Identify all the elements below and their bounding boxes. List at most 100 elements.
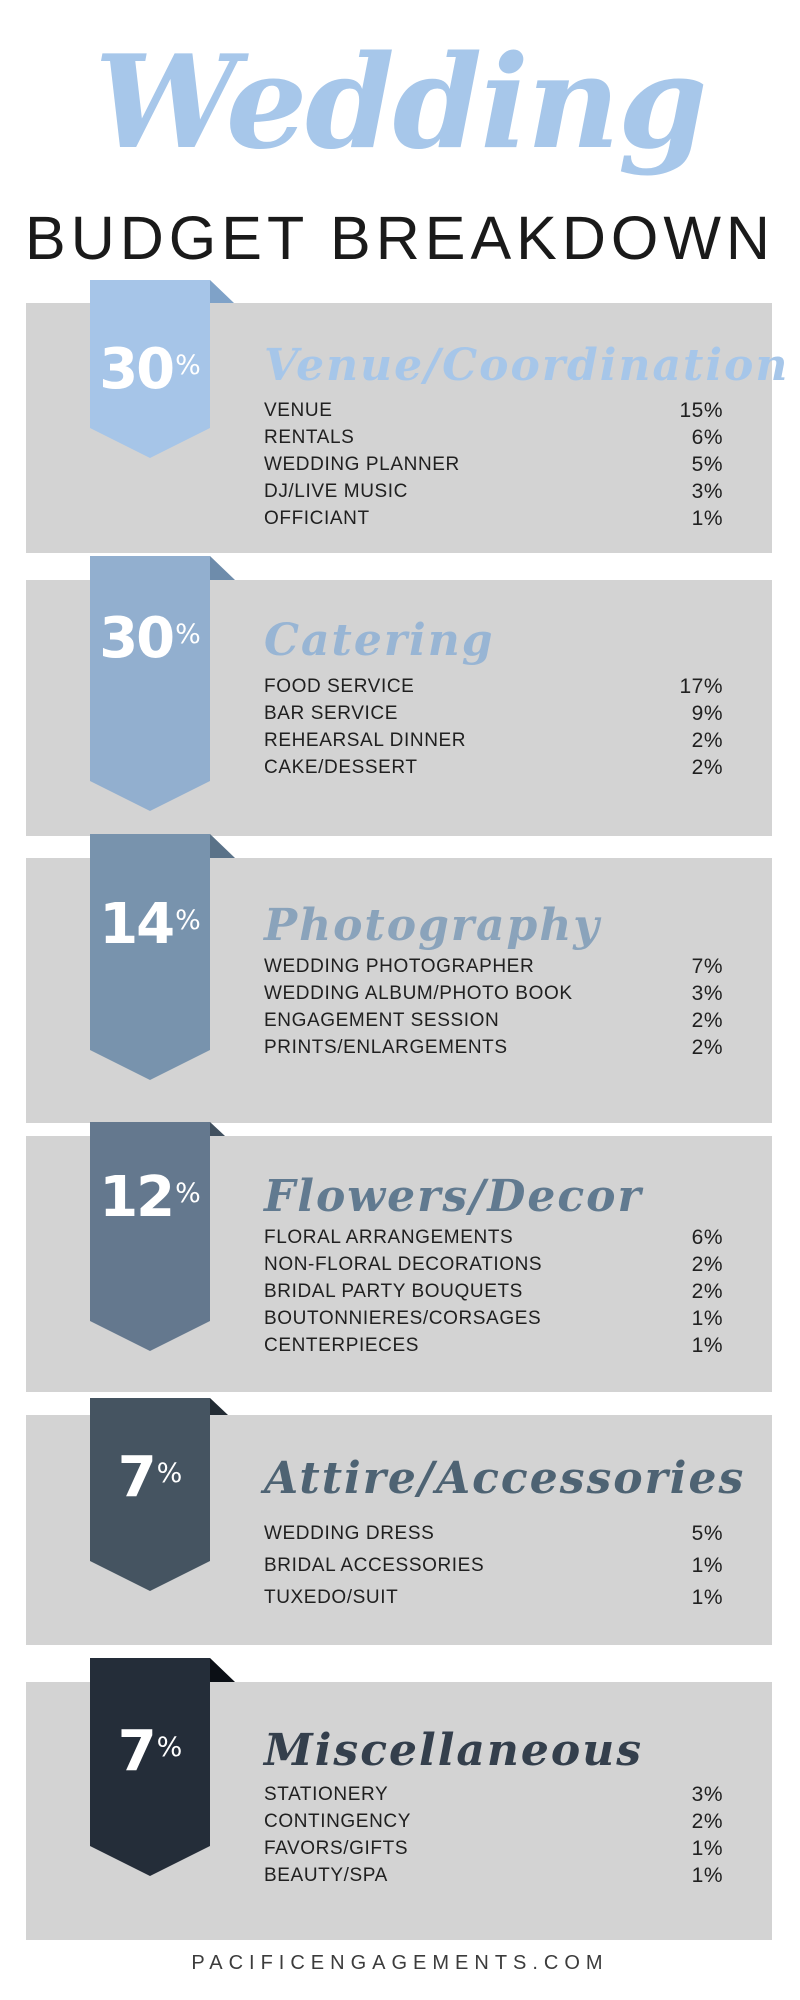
item-label: FLORAL ARRANGEMENTS <box>264 1226 514 1248</box>
item-value: 1% <box>691 1333 723 1357</box>
percent-value: 7% <box>90 1444 210 1508</box>
item-value: 7% <box>691 954 723 978</box>
item-value: 3% <box>691 981 723 1005</box>
item-value: 1% <box>691 1306 723 1330</box>
item-label: TUXEDO/SUIT <box>264 1587 399 1608</box>
ribbon-fold <box>210 1658 235 1682</box>
percent-sign: % <box>175 1178 201 1209</box>
item-value: 9% <box>691 701 723 725</box>
budget-item-row: VENUE 15% <box>264 397 723 424</box>
percent-sign: % <box>156 1458 183 1489</box>
item-label: FAVORS/GIFTS <box>264 1837 409 1859</box>
item-value: 5% <box>691 1522 723 1545</box>
main-title: BUDGET BREAKDOWN <box>25 204 775 272</box>
item-list: WEDDING DRESS 5% BRIDAL ACCESSORIES 1% TUXED… <box>264 1518 723 1614</box>
ribbon-fold <box>210 280 234 303</box>
item-list: STATIONERY 3% CONTINGENCY 2% FAVORS/GIFTS 1% B… <box>264 1781 723 1889</box>
item-label: BRIDAL ACCESSORIES <box>264 1555 485 1576</box>
item-value: 1% <box>691 1863 723 1887</box>
item-label: STATIONERY <box>264 1783 389 1805</box>
budget-item-row: BAR SERVICE 9% <box>264 700 723 727</box>
item-value: 5% <box>691 452 723 476</box>
item-list: VENUE 15% RENTALS 6% WEDDING PLANNER 5% DJ/LIV… <box>264 397 723 532</box>
budget-item-row: WEDDING DRESS 5% <box>264 1518 723 1550</box>
item-label: WEDDING PHOTOGRAPHER <box>264 955 535 977</box>
item-value: 3% <box>691 479 723 503</box>
percent-sign: % <box>175 619 201 650</box>
budget-item-row: WEDDING PHOTOGRAPHER 7% <box>264 953 723 980</box>
percent-number: 30 <box>99 606 175 671</box>
item-label: WEDDING DRESS <box>264 1523 435 1544</box>
budget-item-row: ENGAGEMENT SESSION 2% <box>264 1007 723 1034</box>
budget-item-row: WEDDING ALBUM/PHOTO BOOK 3% <box>264 980 723 1007</box>
budget-item-row: TUXEDO/SUIT 1% <box>264 1582 723 1614</box>
percent-ribbon <box>90 556 210 811</box>
item-value: 1% <box>691 1586 723 1609</box>
item-label: REHEARSAL DINNER <box>264 729 467 751</box>
item-value: 3% <box>691 1782 723 1806</box>
item-value: 2% <box>691 1279 723 1303</box>
website-url: PACIFICENGAGEMENTS.COM <box>191 1952 609 1974</box>
ribbon-fold <box>210 1122 225 1136</box>
percent-number: 12 <box>99 1165 175 1230</box>
budget-item-row: FAVORS/GIFTS 1% <box>264 1835 723 1862</box>
percent-sign: % <box>175 350 201 381</box>
item-value: 1% <box>691 1554 723 1577</box>
section-title: Venue/Coordination <box>264 340 790 391</box>
item-value: 2% <box>691 1252 723 1276</box>
item-label: VENUE <box>264 399 333 421</box>
item-label: BOUTONNIERES/CORSAGES <box>264 1307 542 1329</box>
item-list: FOOD SERVICE 17% BAR SERVICE 9% REHEARSAL DI… <box>264 673 723 781</box>
budget-item-row: REHEARSAL DINNER 2% <box>264 727 723 754</box>
budget-item-row: CONTINGENCY 2% <box>264 1808 723 1835</box>
item-value: 15% <box>679 398 723 422</box>
item-label: CAKE/DESSERT <box>264 756 418 778</box>
percent-value: 7% <box>90 1718 210 1782</box>
item-label: ENGAGEMENT SESSION <box>264 1009 500 1031</box>
item-label: DJ/LIVE MUSIC <box>264 480 408 502</box>
section-title: Miscellaneous <box>264 1725 644 1776</box>
item-value: 6% <box>691 1225 723 1249</box>
percent-value: 30% <box>90 336 210 400</box>
ribbon-fold <box>210 556 235 580</box>
item-label: BEAUTY/SPA <box>264 1864 388 1886</box>
ribbon-fold <box>210 834 235 858</box>
item-label: RENTALS <box>264 426 355 448</box>
budget-item-row: CAKE/DESSERT 2% <box>264 754 723 781</box>
item-label: NON-FLORAL DECORATIONS <box>264 1253 543 1275</box>
item-value: 1% <box>691 1836 723 1860</box>
item-list: WEDDING PHOTOGRAPHER 7% WEDDING ALBUM/PHOT… <box>264 953 723 1061</box>
budget-item-row: BRIDAL PARTY BOUQUETS 2% <box>264 1278 723 1305</box>
budget-item-row: BEAUTY/SPA 1% <box>264 1862 723 1889</box>
budget-item-row: CENTERPIECES 1% <box>264 1332 723 1359</box>
section-title: Attire/Accessories <box>264 1453 746 1504</box>
percent-ribbon <box>90 1398 210 1591</box>
percent-ribbon <box>90 1122 210 1351</box>
item-label: OFFICIANT <box>264 507 370 529</box>
budget-item-row: FOOD SERVICE 17% <box>264 673 723 700</box>
item-value: 1% <box>691 506 723 530</box>
budget-item-row: BRIDAL ACCESSORIES 1% <box>264 1550 723 1582</box>
item-label: WEDDING PLANNER <box>264 453 460 475</box>
item-label: WEDDING ALBUM/PHOTO BOOK <box>264 982 573 1004</box>
item-label: BRIDAL PARTY BOUQUETS <box>264 1280 523 1302</box>
item-value: 6% <box>691 425 723 449</box>
budget-item-row: OFFICIANT 1% <box>264 505 723 532</box>
item-label: PRINTS/ENLARGEMENTS <box>264 1036 508 1058</box>
section-title: Catering <box>264 615 495 666</box>
budget-item-row: NON-FLORAL DECORATIONS 2% <box>264 1251 723 1278</box>
item-value: 2% <box>691 728 723 752</box>
percent-number: 7 <box>117 1719 157 1784</box>
percent-number: 14 <box>99 892 175 957</box>
item-label: BAR SERVICE <box>264 702 399 724</box>
budget-item-row: PRINTS/ENLARGEMENTS 2% <box>264 1034 723 1061</box>
ribbon-fold <box>210 1398 228 1415</box>
item-value: 2% <box>691 755 723 779</box>
percent-number: 7 <box>117 1445 157 1510</box>
percent-value: 14% <box>90 891 210 955</box>
percent-number: 30 <box>99 337 175 402</box>
budget-item-row: STATIONERY 3% <box>264 1781 723 1808</box>
item-label: CONTINGENCY <box>264 1810 411 1832</box>
budget-item-row: BOUTONNIERES/CORSAGES 1% <box>264 1305 723 1332</box>
